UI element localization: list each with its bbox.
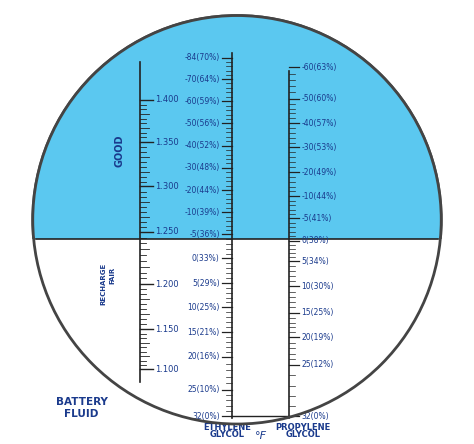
Text: -30(48%): -30(48%) — [184, 163, 219, 172]
Text: -84(70%): -84(70%) — [184, 53, 219, 62]
Text: -50(60%): -50(60%) — [301, 94, 337, 103]
Text: 0(33%): 0(33%) — [192, 254, 219, 263]
Text: -10(39%): -10(39%) — [184, 208, 219, 217]
Text: 15(21%): 15(21%) — [187, 328, 219, 337]
Text: GLYCOL: GLYCOL — [285, 430, 320, 439]
Text: -40(57%): -40(57%) — [301, 119, 337, 128]
Text: -60(59%): -60(59%) — [184, 97, 219, 106]
Text: PROPYLENE: PROPYLENE — [275, 423, 330, 432]
Text: -5(36%): -5(36%) — [189, 230, 219, 239]
Bar — [28, 239, 446, 444]
Text: 15(25%): 15(25%) — [301, 308, 334, 317]
Text: -50(56%): -50(56%) — [184, 119, 219, 128]
Text: 32(0%): 32(0%) — [192, 412, 219, 421]
Text: 1.300: 1.300 — [155, 182, 179, 191]
Text: 32(0%): 32(0%) — [301, 412, 329, 421]
Circle shape — [33, 16, 441, 424]
Text: 10(30%): 10(30%) — [301, 282, 334, 291]
Text: FAIR: FAIR — [109, 267, 116, 284]
Text: -20(49%): -20(49%) — [301, 168, 337, 177]
Circle shape — [33, 16, 441, 424]
Text: -40(52%): -40(52%) — [184, 141, 219, 150]
Text: °F: °F — [255, 431, 266, 441]
Text: -5(41%): -5(41%) — [301, 214, 332, 223]
Text: 1.250: 1.250 — [155, 227, 179, 236]
Text: 1.400: 1.400 — [155, 95, 179, 104]
Text: 5(29%): 5(29%) — [192, 279, 219, 288]
Text: BATTERY: BATTERY — [55, 397, 108, 407]
Text: -70(64%): -70(64%) — [184, 75, 219, 83]
Text: 20(16%): 20(16%) — [187, 353, 219, 361]
Text: 20(19%): 20(19%) — [301, 333, 334, 342]
Text: 25(12%): 25(12%) — [301, 361, 334, 369]
Text: RECHARGE: RECHARGE — [101, 263, 107, 305]
Text: GLYCOL: GLYCOL — [210, 430, 245, 439]
Text: 1.350: 1.350 — [155, 138, 179, 147]
Text: 10(25%): 10(25%) — [187, 303, 219, 312]
Text: ETHYLENE: ETHYLENE — [203, 423, 251, 432]
Text: 5(34%): 5(34%) — [301, 257, 329, 266]
Text: 0(38%): 0(38%) — [301, 236, 329, 245]
Text: 1.200: 1.200 — [155, 280, 179, 289]
Text: -20(44%): -20(44%) — [184, 186, 219, 194]
Text: -60(63%): -60(63%) — [301, 63, 337, 72]
Text: GOOD: GOOD — [114, 135, 124, 167]
Text: 25(10%): 25(10%) — [187, 385, 219, 394]
Text: 1.150: 1.150 — [155, 325, 179, 334]
Text: 1.100: 1.100 — [155, 365, 179, 374]
Text: -30(53%): -30(53%) — [301, 143, 337, 152]
Text: FLUID: FLUID — [64, 409, 99, 419]
Text: -10(44%): -10(44%) — [301, 192, 337, 201]
